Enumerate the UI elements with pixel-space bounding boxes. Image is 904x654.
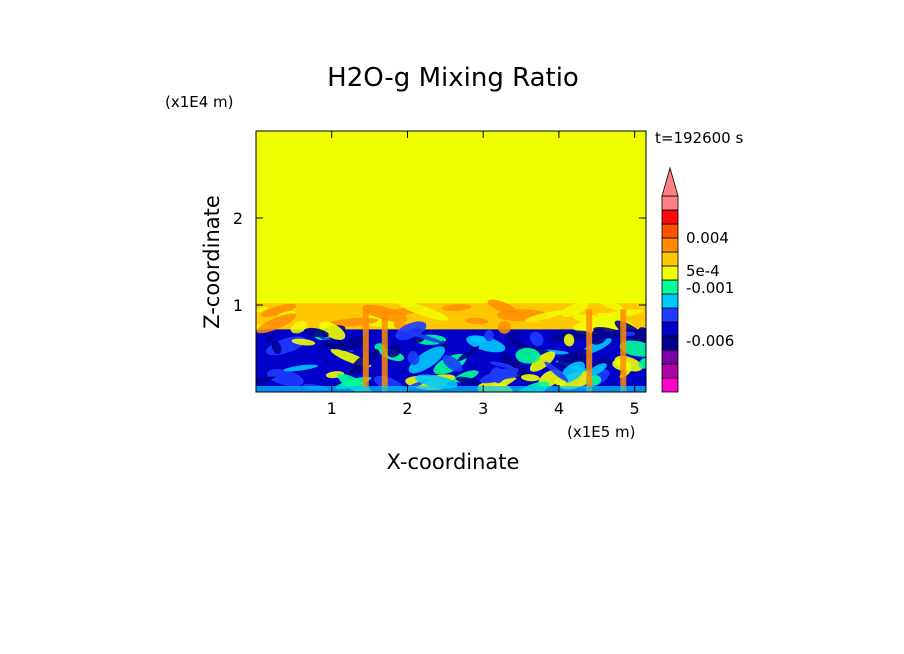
colorbar-level xyxy=(661,293,679,309)
chart-title: H2O-g Mixing Ratio xyxy=(327,63,579,93)
turbulence-cell xyxy=(395,321,427,341)
x-tick-label: 1 xyxy=(327,399,337,418)
turbulence-cell xyxy=(563,333,575,347)
y-scale-label: (x1E4 m) xyxy=(165,93,234,111)
turbulence-cell xyxy=(267,369,304,387)
colorbar-tick-label: 5e-4 xyxy=(686,262,720,280)
turbulence-cell xyxy=(455,376,479,385)
turbulence-cell xyxy=(304,327,329,338)
turbulence-cell xyxy=(638,327,646,337)
colorbar-level xyxy=(661,377,679,393)
colorbar-level xyxy=(661,307,679,323)
colorbar-tick-label: -0.001 xyxy=(686,279,734,297)
turbulence-cell xyxy=(387,344,402,358)
x-axis-label: X-coordinate xyxy=(387,450,520,474)
turbulence-cell xyxy=(619,340,646,357)
turbulence-wisp xyxy=(597,298,624,311)
colorbar-tick-label: -0.006 xyxy=(686,332,734,350)
x-tick-label: 2 xyxy=(402,399,412,418)
turbulence-cell xyxy=(265,333,275,342)
turbulence-cell xyxy=(507,339,525,347)
turbulence-cell xyxy=(515,347,541,364)
colorbar-level xyxy=(661,223,679,239)
turbulence-cell xyxy=(490,361,514,369)
turbulence-wisp xyxy=(487,299,518,315)
turbulence-cell xyxy=(442,355,463,372)
colorbar-tick-label: 0.004 xyxy=(686,229,729,247)
turbulence-cell xyxy=(638,357,646,369)
plume xyxy=(586,309,593,392)
colorbar-extend-arrow xyxy=(661,166,679,197)
colorbar-level xyxy=(661,265,679,281)
turbulence-cell xyxy=(256,376,276,388)
turbulence-cell xyxy=(529,331,544,347)
y-axis-ticks: 12 xyxy=(233,209,646,315)
x-tick-label: 5 xyxy=(630,399,640,418)
colorbar-level xyxy=(661,321,679,337)
plume xyxy=(620,309,627,392)
colorbar-level xyxy=(661,363,679,379)
surface-layer xyxy=(256,386,646,392)
turbulence-wisp xyxy=(256,313,297,334)
turbulence-cell xyxy=(502,352,512,360)
turbulence-cell xyxy=(283,364,318,372)
colorbar-level xyxy=(661,279,679,295)
turbulence-cell xyxy=(407,331,445,344)
turbulence-cell xyxy=(520,374,540,382)
turbulence-cell xyxy=(457,346,480,362)
turbulence-cell xyxy=(587,363,607,377)
colorbar-level xyxy=(661,335,679,351)
plot-area xyxy=(255,130,647,393)
colorbar-level xyxy=(661,209,679,225)
turbulence-cell xyxy=(506,332,521,340)
turbulence-cell xyxy=(484,329,494,342)
x-scale-label: (x1E5 m) xyxy=(567,423,636,441)
turbulence-cell xyxy=(556,349,592,368)
plume xyxy=(381,309,388,392)
turbulence-cell xyxy=(560,361,585,383)
colorbar-level xyxy=(661,349,679,365)
colorbar-level xyxy=(661,195,679,211)
plot-frame xyxy=(255,130,647,393)
turbulence-wisp xyxy=(497,320,511,334)
turbulence-wisp xyxy=(561,302,588,318)
x-tick-label: 3 xyxy=(478,399,488,418)
turbulence-cell xyxy=(593,327,626,339)
plume xyxy=(362,309,369,392)
turbulence-wisp xyxy=(524,310,566,322)
turbulence-cell xyxy=(321,339,346,350)
turbulence-cell xyxy=(471,336,487,343)
turbulence-wisp xyxy=(464,317,489,325)
turbulence-cell xyxy=(415,374,458,389)
colorbar-level xyxy=(661,237,679,253)
turbulence-cell xyxy=(529,351,556,372)
y-tick-label: 2 xyxy=(233,209,243,228)
x-tick-label: 4 xyxy=(554,399,564,418)
turbulence-cell xyxy=(490,367,505,382)
turbulence-cell xyxy=(339,335,369,351)
time-label: t=192600 s xyxy=(655,129,743,147)
turbulence-wisp xyxy=(441,304,472,312)
y-axis-label: Z-coordinate xyxy=(200,195,224,329)
turbulence-cell xyxy=(319,321,346,340)
turbulence-cell xyxy=(407,351,420,365)
turbulence-cell xyxy=(408,346,446,374)
y-tick-label: 1 xyxy=(233,296,243,315)
turbulence-cell xyxy=(291,338,316,346)
colorbar: 0.004 5e-4-0.001 -0.006 xyxy=(661,166,734,393)
colorbar-level xyxy=(661,251,679,267)
turbulence-wisp xyxy=(397,301,449,321)
turbulence-wisp xyxy=(290,321,308,334)
x-axis-ticks: 1 2 3 4 5 xyxy=(327,131,640,418)
heatmap-field xyxy=(256,131,646,392)
turbulence-wisp xyxy=(261,303,297,317)
turbulence-cell xyxy=(271,340,282,355)
turbulence-cell xyxy=(544,361,569,382)
